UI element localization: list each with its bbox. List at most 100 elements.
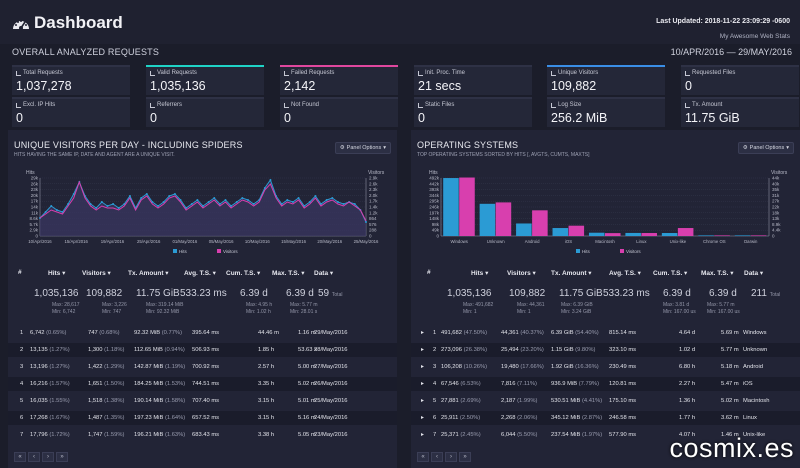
y-tick-right: 27k [772,199,780,204]
max-ts-cell: 5.16 m [298,415,316,421]
app-title: Dashboard [34,13,123,32]
column-header-tx-amount[interactable]: Tx. Amount ▾ [128,270,169,277]
row-index: 4 [433,381,437,387]
y-tick-left: 148k [429,216,440,221]
prev-page-button[interactable]: ‹ [431,452,443,462]
stat-card-excl-ip-hits: Excl. IP Hits 0 [12,97,130,127]
cum-ts-cell: 4.64 d [679,330,696,336]
avg-ts-cell: 700.92 ms [192,364,220,370]
expand-icon[interactable]: ▸ [421,364,424,370]
table-row[interactable]: ▸ 5 27,881 (2.69%) 2,187 (1.99%) 530.51 MiB … [411,394,800,408]
column-header-hits[interactable]: Hits ▾ [48,270,66,277]
table-row[interactable]: ▸ 1 491,682 (47.50%) 44,361 (40.37%) 6.39 Gi… [411,326,800,340]
hits-point [128,195,131,197]
stat-card-total-requests: Total Requests 1,037,278 [12,65,130,95]
avg-ts-cell: 120.81 ms [609,381,637,387]
y-tick-right: 44k [772,176,780,181]
panel-options-button[interactable]: ⚙ Panel Options ▾ [334,142,391,154]
prev-page-button[interactable]: ‹ [28,452,40,462]
visitors-cell: 1,422 (1.29%) [88,364,125,370]
last-updated: Last Updated: 2018-11-22 23:09:29 -0600 [656,18,790,25]
last-page-button[interactable]: » [56,452,68,462]
minmax-value: Min: 28.01 s [290,309,318,315]
column-header-cum-t-s[interactable]: Cum. T.S. ▾ [653,270,688,277]
table-header: # Hits ▾ Visitors ▾ Tx. Amount ▾ Avg. T.S. ▾… [411,266,800,280]
table-row[interactable]: 4 16,216 (1.57%) 1,651 (1.50%) 184.25 MiB (… [8,377,397,391]
table-row[interactable]: ▸ 3 106,208 (10.26%) 19,480 (17.66%) 1.92 Gi… [411,360,800,374]
y-tick-left: 11k [31,210,39,215]
cum-ts-cell: 4.07 h [679,432,696,438]
brand[interactable]: Dashboard [12,13,123,33]
last-page-button[interactable]: » [459,452,471,462]
hits-point [168,195,171,197]
next-page-button[interactable]: › [445,452,457,462]
panel-options-button[interactable]: ⚙ Panel Options ▾ [737,142,794,154]
first-page-button[interactable]: « [417,452,429,462]
expand-icon[interactable]: ▸ [421,415,424,421]
table-row[interactable]: 5 16,035 (1.55%) 1,518 (1.38%) 190.14 MiB (… [8,394,397,408]
bar-chart-icon [284,70,289,76]
tx-cell: 184.25 MiB (1.53%) [134,381,186,387]
next-page-button[interactable]: › [42,452,54,462]
column-header-avg-t-s[interactable]: Avg. T.S. ▾ [609,270,641,277]
row-index: 3 [20,364,24,370]
hits-point [207,201,210,203]
overall-title: OVERALL ANALYZED REQUESTS [12,47,160,57]
tx-cell: 197.23 MiB (1.64%) [134,415,186,421]
hits-point [95,207,98,209]
bar-chart-icon [150,70,155,76]
y-tick-left: 14k [31,205,39,210]
expand-icon[interactable]: ▸ [421,398,424,404]
stat-card-init-proc-time: Init. Proc. Time 21 secs [414,65,532,95]
y-tick-left: 0 [436,234,439,239]
totals-row: 1,035,136 109,882 11.75 GiB 533.23 ms 6.39 d… [8,288,397,302]
row-index: 5 [20,398,24,404]
table-row[interactable]: ▸ 6 25,911 (2.50%) 2,268 (2.06%) 345.12 MiB … [411,411,800,425]
column-header-tx-amount[interactable]: Tx. Amount ▾ [551,270,592,277]
y-tick-right: 22k [772,205,780,210]
y-tick-left: 17k [31,199,39,204]
stat-card-static-files: Static Files 0 [414,97,532,127]
total-value: 11.75 GiB [559,288,603,299]
table-row[interactable]: ▸ 2 273,096 (26.38%) 25,494 (23.20%) 1.15 Gi… [411,343,800,357]
table-row[interactable]: ▸ 4 67,546 (6.53%) 7,816 (7.11%) 936.9 MiB (… [411,377,800,391]
column-header-visitors[interactable]: Visitors ▾ [507,270,536,277]
expand-icon[interactable]: ▸ [421,432,424,438]
stat-value: 109,882 [551,79,597,93]
column-header-cum-t-s[interactable]: Cum. T.S. ▾ [226,270,261,277]
total-value: 6.39 d [663,288,691,299]
stat-card-unique-visitors: Unique Visitors 109,882 [547,65,665,95]
avg-ts-cell: 707.40 ms [192,398,220,404]
expand-icon[interactable]: ▸ [421,330,424,336]
minmax-value: Max: 3,226 [102,302,127,308]
expand-icon[interactable]: ▸ [421,381,424,387]
expand-icon[interactable]: ▸ [421,347,424,353]
table-row[interactable]: 7 17,796 (1.72%) 1,747 (1.59%) 196.21 MiB (… [8,428,397,442]
max-ts-cell: 5.00 m [298,364,316,370]
column-header-visitors[interactable]: Visitors ▾ [82,270,111,277]
bar-visitors-unknown [495,202,512,236]
column-header-hits[interactable]: Hits ▾ [471,270,489,277]
column-header-avg-t-s[interactable]: Avg. T.S. ▾ [184,270,216,277]
table-row[interactable]: 2 13,135 (1.27%) 1,300 (1.18%) 112.65 MiB (… [8,343,397,357]
legend-label-visitors: Visitors [626,249,641,254]
y-tick-left: 26k [31,181,39,186]
column-header-max-t-s[interactable]: Max. T.S. ▾ [701,270,734,277]
minmax-value: Max: 28,617 [52,302,80,308]
tx-cell: 196.21 MiB (1.63%) [134,432,186,438]
column-header-[interactable]: # [18,269,22,276]
first-page-button[interactable]: « [14,452,26,462]
column-header-[interactable]: # [427,269,431,276]
y-tick-right: 288 [369,228,377,233]
column-header-max-t-s[interactable]: Max. T.S. ▾ [272,270,305,277]
avg-ts-cell: 230.49 ms [609,364,637,370]
column-header-data[interactable]: Data ▾ [744,270,764,277]
column-header-data[interactable]: Data ▾ [314,270,334,277]
panel-options-label: Panel Options [749,145,785,151]
data-cell: Unix-like [743,432,766,438]
table-row[interactable]: 3 13,196 (1.27%) 1,422 (1.29%) 142.87 MiB (… [8,360,397,374]
y-tick-right: 864 [369,216,377,221]
table-row[interactable]: ▸ 7 25,371 (2.45%) 6,044 (5.50%) 237.54 MiB … [411,428,800,442]
table-row[interactable]: 1 6,742 (0.65%) 747 (0.68%) 92.32 MiB (0.77… [8,326,397,340]
table-row[interactable]: 6 17,268 (1.67%) 1,487 (1.35%) 197.23 MiB (… [8,411,397,425]
